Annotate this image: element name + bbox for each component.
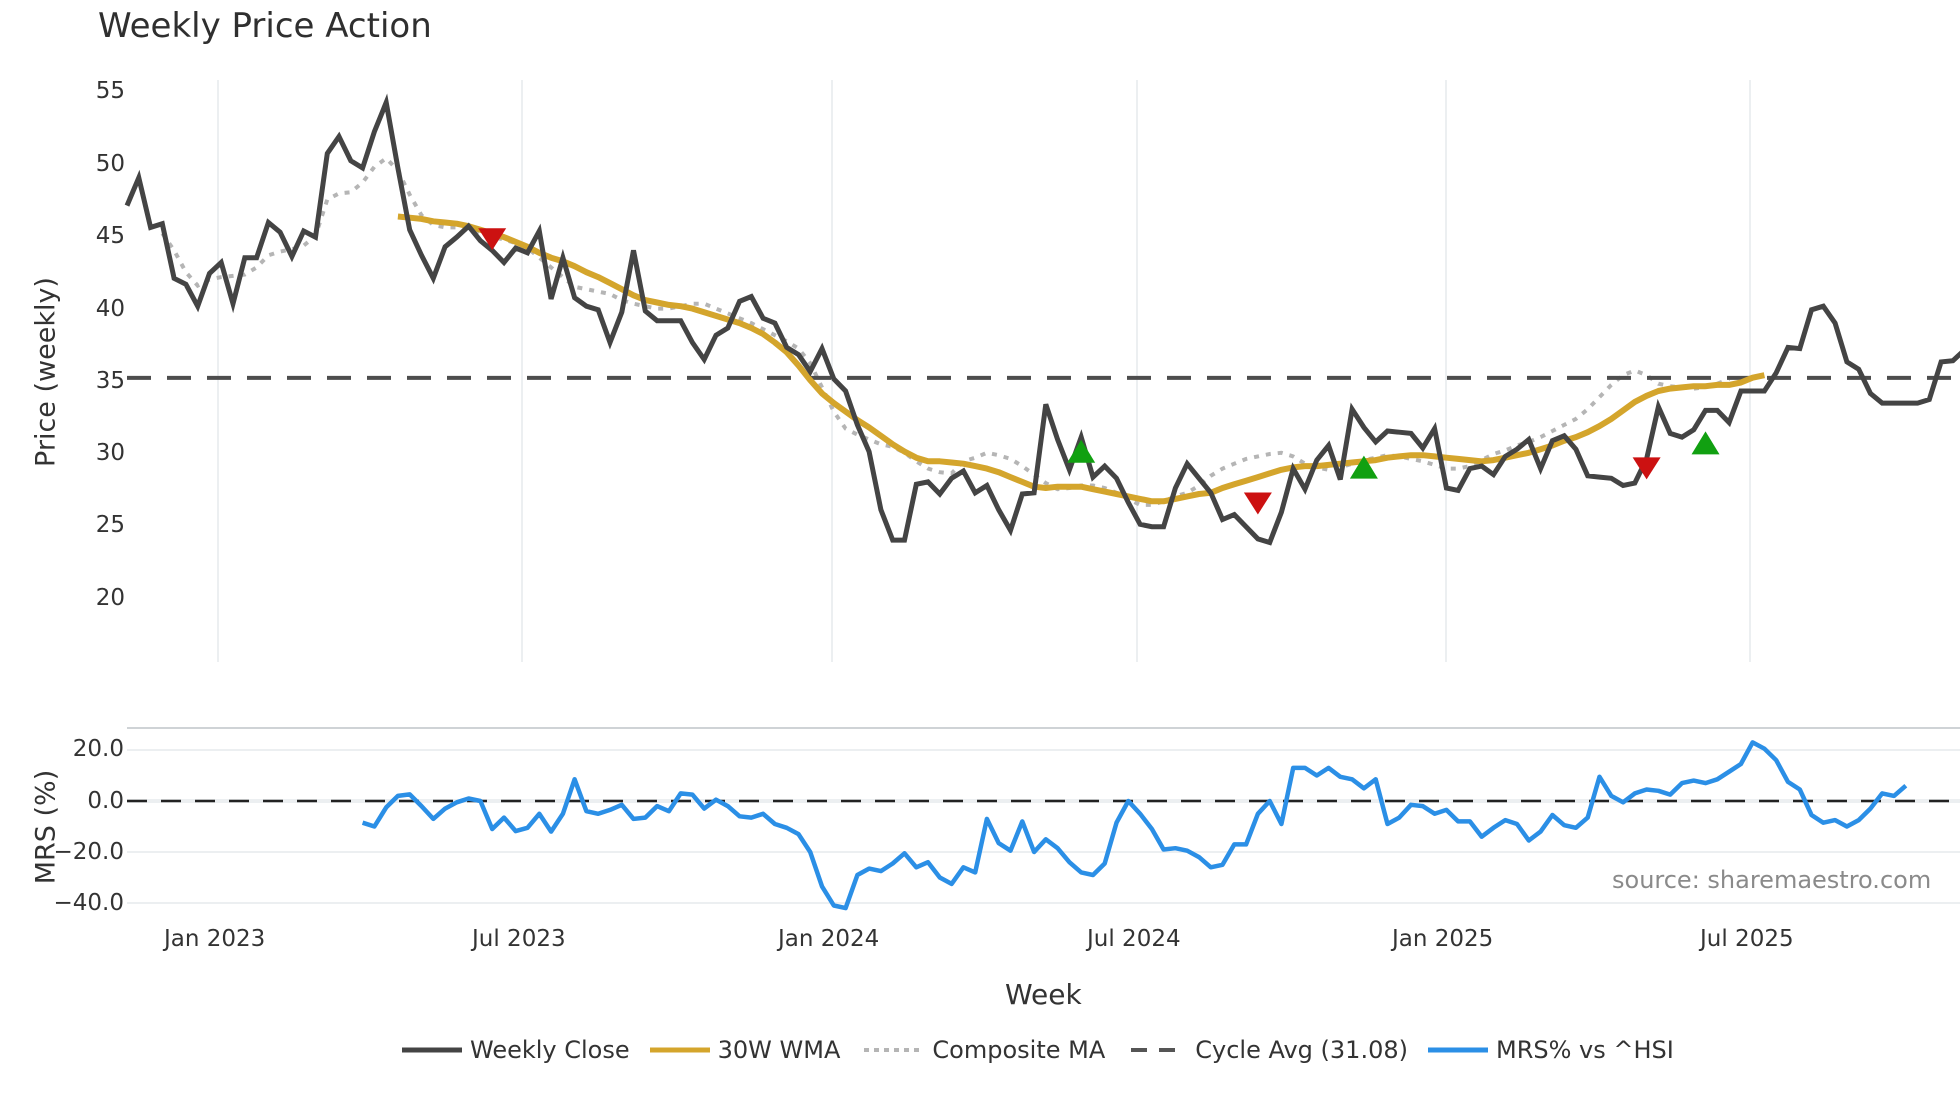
price-tick-25: 25: [95, 512, 125, 538]
price-tick-55: 55: [95, 78, 125, 104]
price-tick-40: 40: [95, 296, 125, 322]
price-tick-50: 50: [95, 151, 125, 177]
buy-signal-icon: [1691, 431, 1720, 455]
solid-line-swatch-icon: [1427, 1047, 1488, 1053]
vertical-gridlines: [217, 80, 1751, 662]
mrs-panel: [361, 740, 1908, 911]
mrs-tick-20: 20.0: [72, 736, 124, 762]
legend-label: 30W WMA: [717, 1036, 841, 1064]
price-tick-20: 20: [95, 585, 125, 611]
legend-label: Weekly Close: [470, 1036, 630, 1064]
price-tick-30: 30: [95, 440, 125, 466]
x-tick-jan-2024: Jan 2024: [778, 926, 880, 952]
legend-item-weekly-close[interactable]: Weekly Close: [402, 1036, 630, 1064]
legend-item-composite-ma[interactable]: Composite MA: [860, 1036, 1105, 1064]
price-tick-35: 35: [95, 368, 125, 394]
dashed-line-swatch-icon: [1131, 1048, 1186, 1052]
source-attribution: source: sharemaestro.com: [1612, 866, 1932, 894]
x-tick-jan-2025: Jan 2025: [1392, 926, 1494, 952]
legend-label: MRS% vs ^HSI: [1495, 1036, 1674, 1064]
x-tick-jul-2024: Jul 2024: [1087, 926, 1181, 952]
legend-label: Cycle Avg (31.08): [1195, 1036, 1408, 1064]
sell-signal-icon: [1243, 492, 1272, 515]
legend-label: Composite MA: [932, 1036, 1106, 1064]
legend: Weekly Close 30W WMA Composite MA Cycle …: [402, 1036, 1694, 1064]
x-tick-jan-2023: Jan 2023: [164, 926, 266, 952]
legend-item-cycle-avg[interactable]: Cycle Avg (31.08): [1125, 1036, 1408, 1064]
mrs-axis-title: MRS (%): [30, 769, 62, 885]
price-panel: [124, 93, 1960, 546]
solid-line-swatch-icon: [649, 1047, 710, 1053]
price-tick-45: 45: [95, 223, 125, 249]
solid-line-swatch-icon: [402, 1047, 462, 1053]
dotted-line-swatch-icon: [864, 1048, 921, 1052]
mrs-gridlines: [127, 727, 1960, 904]
sell-signal-icon: [1632, 457, 1661, 480]
x-axis-title: Week: [1005, 978, 1082, 1011]
buy-signal-icon: [1349, 455, 1378, 479]
mrs-tick-neg20: −20.0: [53, 839, 124, 865]
mrs-tick-0: 0.0: [87, 788, 124, 814]
mrs-tick-neg40: −40.0: [53, 890, 124, 916]
sell-signal-icon: [478, 228, 507, 251]
x-tick-jul-2025: Jul 2025: [1700, 926, 1794, 952]
legend-item-30w-wma[interactable]: 30W WMA: [649, 1036, 841, 1064]
buy-signal-icon: [1067, 439, 1096, 463]
legend-item-mrs[interactable]: MRS% vs ^HSI: [1427, 1036, 1674, 1064]
signal-markers: [478, 228, 1720, 515]
chart-title: Weekly Price Action: [98, 6, 432, 46]
x-tick-jul-2023: Jul 2023: [472, 926, 566, 952]
